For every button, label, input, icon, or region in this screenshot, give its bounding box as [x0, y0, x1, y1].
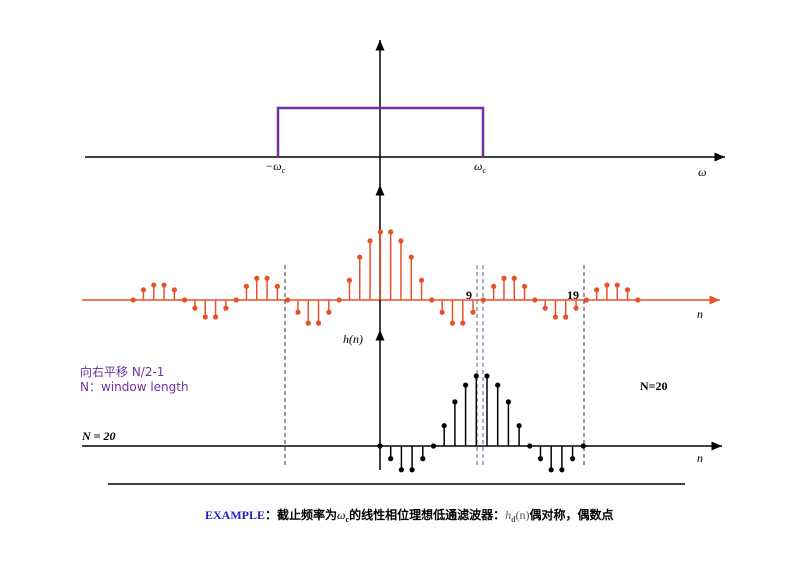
stem-dot: [398, 238, 404, 244]
stem-dot: [583, 297, 589, 303]
stem-dot: [441, 423, 447, 429]
neg-cutoff: −ωc: [265, 159, 286, 175]
stem-dot: [295, 309, 301, 315]
stem-dot: [573, 305, 579, 311]
window-bounds: [284, 265, 585, 468]
stem-dot: [505, 399, 511, 405]
stem-dot: [377, 443, 383, 449]
stem-dot: [527, 443, 533, 449]
stem-dot: [559, 467, 565, 473]
stem-dot: [346, 277, 353, 283]
stem-dot: [604, 282, 610, 288]
stem-dot: [398, 467, 404, 473]
stem-dot: [182, 297, 188, 303]
stem-dot: [408, 254, 414, 260]
stem-dot: [326, 309, 332, 315]
stem-dot: [305, 320, 311, 326]
stem-dot: [521, 283, 528, 289]
stem-dot: [233, 297, 239, 303]
stem-dot: [429, 297, 435, 303]
stem-dot: [491, 283, 497, 289]
stem-dot: [336, 297, 342, 303]
n-eq: N = 20: [81, 429, 116, 443]
stem-dot: [542, 305, 548, 311]
stem-dot: [409, 467, 415, 473]
stem-dot: [480, 297, 486, 303]
stem-dot: [548, 467, 554, 473]
omega-label: ω: [698, 165, 706, 179]
stem-dot: [460, 320, 466, 326]
stem-dot: [377, 229, 383, 235]
note-2: N：window length: [80, 380, 189, 394]
stem-dot: [516, 423, 522, 429]
stem-dot: [285, 297, 291, 303]
n-label: n: [697, 307, 703, 321]
stem-dot: [580, 443, 586, 449]
stem-dot: [264, 275, 270, 281]
stem-dot: [449, 320, 456, 326]
stem-dot: [570, 456, 576, 462]
pos-cutoff: ωc: [474, 159, 486, 175]
stem-dot: [495, 382, 501, 388]
stem-dot: [130, 297, 136, 303]
stem-dot: [439, 309, 445, 315]
stem-dot: [367, 238, 373, 244]
stem-dot: [501, 275, 507, 281]
stem-dot: [452, 399, 458, 405]
stem-dot: [243, 283, 250, 289]
stem-dot: [192, 305, 198, 311]
mark-9: 9: [466, 288, 472, 302]
stem-dot: [537, 456, 544, 462]
stem-dot: [420, 456, 426, 462]
stem-dot: [388, 229, 394, 235]
stem-dot: [635, 297, 641, 303]
caption: EXAMPLE：截止频率为ωc的线性相位理想低通滤波器：hd(n)偶对称，偶数点: [205, 507, 614, 524]
stem-dot: [563, 314, 569, 320]
stem-dot: [484, 373, 490, 379]
stem-dot: [463, 382, 469, 388]
note-1: 向右平移 N/2-1: [80, 364, 164, 379]
stem-dot: [614, 282, 620, 288]
ideal-response: [276, 106, 485, 157]
stem-dot: [223, 305, 229, 311]
stem-dot: [473, 373, 479, 379]
stem-dot: [151, 282, 157, 288]
n-big: N=20: [640, 379, 668, 393]
stem-dot: [418, 277, 425, 283]
stem-dot: [552, 314, 559, 320]
stem-dot: [212, 314, 219, 320]
stem-dot: [254, 275, 260, 281]
stem-dot: [388, 456, 394, 462]
stem-dot: [624, 287, 631, 293]
stem-dot: [594, 287, 600, 293]
stem-dot: [202, 314, 208, 320]
stem-dot: [161, 282, 167, 288]
stem-dot: [315, 320, 322, 326]
stem-dot: [274, 283, 280, 289]
stem-dot: [532, 297, 538, 303]
stem-dot: [430, 443, 437, 449]
stem-dot: [511, 275, 517, 281]
mark-19: 19: [567, 288, 579, 302]
stem-dot: [470, 309, 476, 315]
n-label-2: n: [697, 451, 703, 465]
stem-dot: [140, 287, 147, 293]
stem-dot: [171, 287, 177, 293]
h-label: h(n): [343, 332, 363, 346]
stem-dot: [357, 254, 363, 260]
